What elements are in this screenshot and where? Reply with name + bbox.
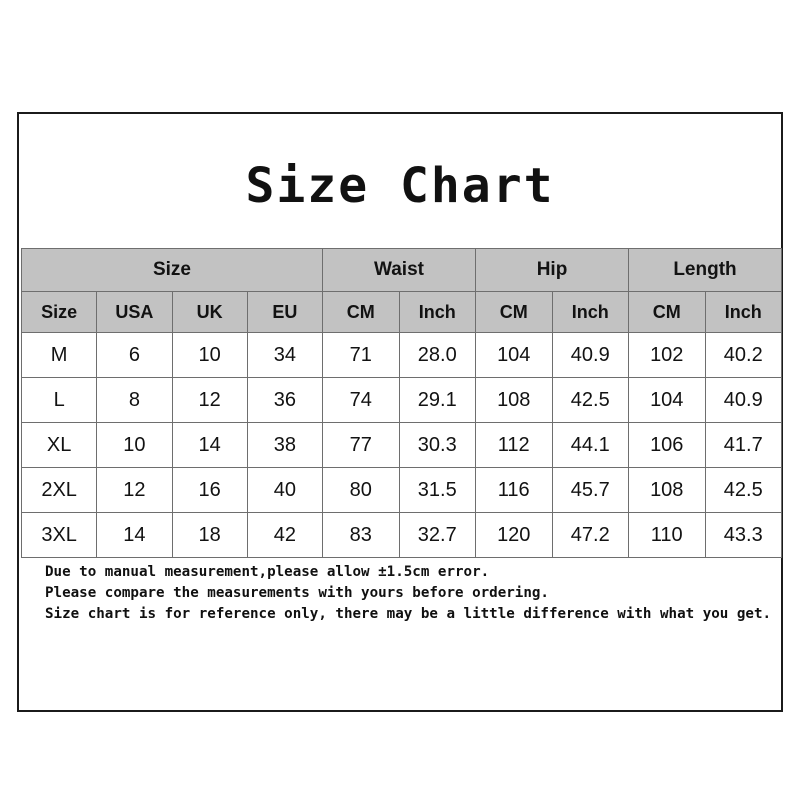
measurement-cell: 40 xyxy=(246,467,324,513)
measurement-cell: 110 xyxy=(628,512,706,558)
measurement-cell: 16 xyxy=(171,467,248,513)
size-chart-table: Size Waist Hip Length Size USA UK EU CM Inch CM In… xyxy=(20,248,782,558)
measurement-cell: 102 xyxy=(628,332,706,378)
measurement-cell: 74 xyxy=(322,377,400,423)
measurement-cell: 116 xyxy=(475,467,553,513)
measurement-cell: 36 xyxy=(246,377,324,423)
column-header-cell: Inch xyxy=(551,291,629,333)
table-row: XL 10 14 38 77 30.3 112 44.1 106 41.7 xyxy=(20,422,782,468)
group-header-cell: Size xyxy=(21,248,323,292)
measurement-cell: 30.3 xyxy=(398,422,476,468)
column-header-cell: USA xyxy=(96,291,173,333)
note-line: Due to manual measurement,please allow ±… xyxy=(45,564,490,580)
measurement-cell: 83 xyxy=(322,512,400,558)
size-label-cell: L xyxy=(20,377,98,423)
size-label-cell: 3XL xyxy=(20,512,98,558)
measurement-cell: 29.1 xyxy=(398,377,476,423)
measurement-cell: 40.9 xyxy=(551,332,629,378)
note-line: Please compare the measurements with you… xyxy=(45,585,549,601)
measurement-cell: 31.5 xyxy=(398,467,476,513)
measurement-cell: 41.7 xyxy=(704,422,782,468)
measurement-cell: 18 xyxy=(171,512,248,558)
table-group-header-row: Size Waist Hip Length xyxy=(21,248,782,292)
group-header-cell: Length xyxy=(628,248,782,292)
table-header: Size Waist Hip Length Size USA UK EU CM Inch CM In… xyxy=(20,248,782,333)
measurement-cell: 77 xyxy=(322,422,400,468)
measurement-cell: 10 xyxy=(171,332,248,378)
measurement-cell: 104 xyxy=(475,332,553,378)
measurement-cell: 12 xyxy=(171,377,248,423)
measurement-notes: Due to manual measurement,please allow ±… xyxy=(45,562,772,625)
page-title: Size Chart xyxy=(245,158,555,214)
column-header-cell: EU xyxy=(246,291,324,333)
measurement-cell: 106 xyxy=(628,422,706,468)
measurement-cell: 34 xyxy=(246,332,324,378)
table-body: M 6 10 34 71 28.0 104 40.9 102 40.2 L 8 12 36 74 29.1 10… xyxy=(20,332,782,558)
size-chart-card: Size Chart Size Waist Hip Length Size USA UK E… xyxy=(17,112,783,712)
measurement-cell: 43.3 xyxy=(704,512,782,558)
measurement-cell: 40.9 xyxy=(704,377,782,423)
measurement-cell: 8 xyxy=(96,377,173,423)
measurement-cell: 42 xyxy=(246,512,324,558)
measurement-cell: 14 xyxy=(96,512,173,558)
measurement-cell: 42.5 xyxy=(551,377,629,423)
measurement-cell: 44.1 xyxy=(551,422,629,468)
size-label-cell: XL xyxy=(20,422,98,468)
column-header-cell: CM xyxy=(475,291,553,333)
column-header-cell: CM xyxy=(628,291,706,333)
size-label-cell: 2XL xyxy=(20,467,98,513)
column-header-cell: UK xyxy=(171,291,248,333)
measurement-cell: 112 xyxy=(475,422,553,468)
table-row: L 8 12 36 74 29.1 108 42.5 104 40.9 xyxy=(20,377,782,423)
measurement-cell: 28.0 xyxy=(398,332,476,378)
measurement-cell: 12 xyxy=(96,467,173,513)
measurement-cell: 10 xyxy=(96,422,173,468)
measurement-cell: 104 xyxy=(628,377,706,423)
measurement-cell: 108 xyxy=(475,377,553,423)
column-header-cell: Size xyxy=(20,291,98,333)
note-line: Size chart is for reference only, there … xyxy=(45,606,772,622)
group-header-cell: Waist xyxy=(322,248,476,292)
measurement-cell: 45.7 xyxy=(551,467,629,513)
size-label-cell: M xyxy=(20,332,98,378)
measurement-cell: 120 xyxy=(475,512,553,558)
table-sub-header-row: Size USA UK EU CM Inch CM Inch CM Inch xyxy=(20,291,782,333)
group-header-cell: Hip xyxy=(475,248,629,292)
table-row: M 6 10 34 71 28.0 104 40.9 102 40.2 xyxy=(20,332,782,378)
measurement-cell: 14 xyxy=(171,422,248,468)
measurement-cell: 6 xyxy=(96,332,173,378)
measurement-cell: 71 xyxy=(322,332,400,378)
column-header-cell: CM xyxy=(322,291,400,333)
measurement-cell: 38 xyxy=(246,422,324,468)
measurement-cell: 80 xyxy=(322,467,400,513)
measurement-cell: 42.5 xyxy=(704,467,782,513)
measurement-cell: 32.7 xyxy=(398,512,476,558)
table-row: 2XL 12 16 40 80 31.5 116 45.7 108 42.5 xyxy=(20,467,782,513)
column-header-cell: Inch xyxy=(704,291,782,333)
column-header-cell: Inch xyxy=(398,291,476,333)
measurement-cell: 108 xyxy=(628,467,706,513)
table-row: 3XL 14 18 42 83 32.7 120 47.2 110 43.3 xyxy=(20,512,782,558)
measurement-cell: 47.2 xyxy=(551,512,629,558)
measurement-cell: 40.2 xyxy=(704,332,782,378)
